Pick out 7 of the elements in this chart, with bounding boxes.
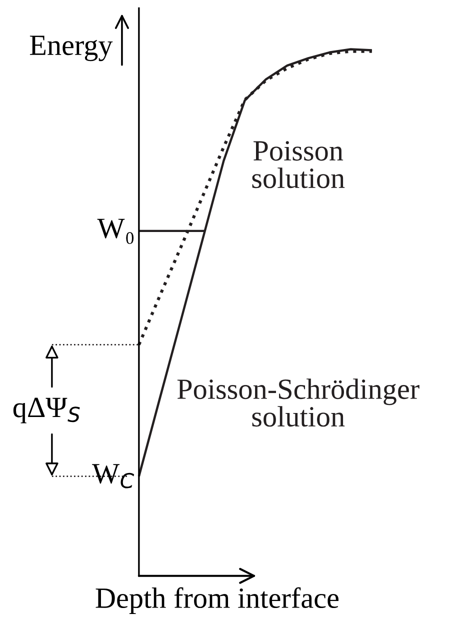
text: qΔΨ$_{S}$	[13, 398, 80, 424]
x-axis-title: Depth from interface	[96, 587, 338, 614]
y-axis-title: Energy	[30, 36, 113, 62]
series-label: Poisson solution	[252, 141, 345, 188]
ref-line-label: W₀	[97, 218, 134, 244]
annotation: W$_{C}$	[92, 464, 134, 488]
series-label: Poisson-Schrödinger solution	[177, 378, 420, 427]
